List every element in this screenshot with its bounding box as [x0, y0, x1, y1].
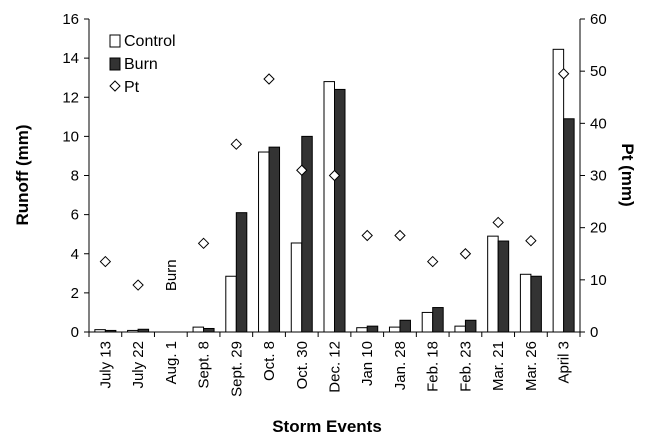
- bar-burn: [464, 319, 477, 333]
- bar-control: [192, 326, 205, 333]
- pt-marker: [361, 229, 373, 242]
- y-tick-label: 0: [71, 324, 79, 341]
- x-tick-label: April 3: [556, 341, 573, 384]
- legend-label-control: Control: [124, 33, 176, 50]
- bar-burn: [268, 146, 281, 333]
- legend: Control Burn Pt: [109, 33, 176, 96]
- pt-markers-layer: [99, 68, 570, 291]
- legend-label-pt: Pt: [124, 79, 140, 96]
- bar-burn: [497, 240, 510, 333]
- y-tick-label: 6: [71, 207, 79, 224]
- pt-marker: [230, 138, 243, 150]
- x-tick-label: Feb. 23: [457, 341, 474, 392]
- y2-tick-label: 20: [590, 220, 607, 237]
- pt-marker: [99, 255, 112, 268]
- pt-marker: [328, 169, 341, 182]
- bar-burn: [235, 212, 248, 333]
- pt-marker: [197, 237, 210, 250]
- legend-swatch-control: [109, 34, 121, 48]
- y2-tick-label: 0: [590, 324, 598, 341]
- x-tick-label: Sept. 8: [196, 341, 213, 389]
- y-tick-label: 16: [62, 11, 79, 28]
- y-tick-label: 8: [71, 168, 79, 185]
- bar-burn: [530, 275, 542, 333]
- bar-control: [258, 151, 270, 333]
- x-tick-label: Dec. 12: [327, 341, 344, 393]
- bar-control: [388, 326, 401, 333]
- y-tick-label: 14: [62, 50, 79, 67]
- bar-control: [552, 48, 565, 333]
- legend-swatch-burn: [109, 57, 121, 71]
- pt-marker: [296, 164, 308, 176]
- bar-control: [454, 325, 466, 333]
- x-tick-label: Jan. 28: [392, 341, 409, 390]
- bar-control: [323, 81, 335, 333]
- x-tick-label: Jan 10: [359, 341, 376, 386]
- pt-marker: [263, 73, 275, 85]
- pt-marker: [132, 279, 144, 291]
- x-tick-label: Mar. 26: [523, 341, 540, 391]
- pt-marker: [426, 255, 439, 268]
- bar-control: [356, 327, 368, 333]
- bar-control: [487, 235, 499, 333]
- bar-control: [421, 311, 434, 333]
- y2-tick-label: 30: [590, 168, 607, 185]
- bar-burn: [366, 325, 379, 333]
- y-tick-label: 2: [71, 285, 79, 302]
- pt-marker: [525, 235, 537, 247]
- bar-burn: [432, 307, 444, 333]
- y2-tick-label: 40: [590, 115, 607, 132]
- pt-marker: [394, 229, 406, 242]
- legend-marker-pt: [109, 80, 121, 92]
- x-tick-label: July 13: [97, 341, 114, 389]
- x-tick-label: Oct. 30: [294, 341, 311, 389]
- bar-burn: [563, 118, 575, 333]
- y2-tick-label: 10: [590, 272, 607, 289]
- pt-marker: [459, 248, 472, 260]
- pt-marker: [557, 68, 570, 80]
- y-tick-label: 4: [71, 246, 79, 263]
- bar-burn: [334, 88, 346, 333]
- y2-axis-title: Pt (mm): [618, 143, 637, 206]
- axes-layer: [84, 18, 585, 337]
- pt-marker: [492, 216, 504, 229]
- x-tick-label: Oct. 8: [261, 341, 278, 381]
- x-tick-label: Aug. 1: [163, 341, 180, 384]
- annotation-burn: Burn: [163, 259, 180, 291]
- y-axis-title: Runoff (mm): [13, 124, 32, 225]
- x-tick-label: July 22: [130, 341, 147, 389]
- x-tick-label: Feb. 18: [425, 341, 442, 392]
- legend-label-burn: Burn: [124, 56, 158, 73]
- x-tick-label: Sept. 29: [228, 341, 245, 397]
- tick-labels-layer: 0 2 4 6 8 10 12 14 16 0 10 20 30 40 50 60 July 13 July 22…: [62, 11, 606, 397]
- bars-layer: [94, 48, 575, 333]
- y-tick-label: 10: [62, 128, 79, 145]
- y2-tick-label: 50: [590, 63, 607, 80]
- x-tick-label: Mar. 21: [490, 341, 507, 391]
- bar-burn: [399, 319, 411, 333]
- y2-tick-label: 60: [590, 11, 607, 28]
- bar-control: [290, 242, 303, 333]
- bar-burn: [203, 327, 215, 333]
- x-axis-title: Storm Events: [272, 417, 382, 436]
- bar-control: [225, 275, 237, 333]
- bar-burn: [301, 135, 313, 333]
- bar-control: [519, 273, 532, 333]
- y-tick-label: 12: [62, 89, 79, 106]
